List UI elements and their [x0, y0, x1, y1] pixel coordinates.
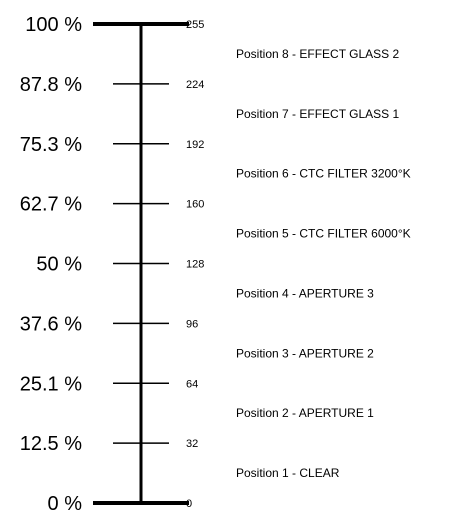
percent-label: 87.8 %	[20, 74, 82, 96]
tick-group: 0 % 0 12.5 % 32 25.1 % 64 37.6 % 96 50 % 128 62.7 …	[20, 14, 205, 514]
position-label: Position 5 - CTC FILTER 6000°K	[236, 227, 411, 241]
percent-label: 0 %	[48, 493, 83, 514]
percent-label: 25.1 %	[20, 373, 82, 395]
position-label: Position 7 - EFFECT GLASS 1	[236, 107, 399, 121]
percent-label: 75.3 %	[20, 134, 82, 156]
percent-label: 100 %	[25, 14, 82, 36]
position-label: Position 3 - APERTURE 2	[236, 346, 374, 360]
dmx-value-label: 96	[186, 318, 198, 330]
percent-label: 50 %	[36, 254, 82, 276]
percent-label: 12.5 %	[20, 433, 82, 455]
position-label: Position 2 - APERTURE 1	[236, 406, 374, 420]
position-label: Position 4 - APERTURE 3	[236, 286, 374, 300]
position-label: Position 6 - CTC FILTER 3200°K	[236, 167, 411, 181]
position-label: Position 8 - EFFECT GLASS 2	[236, 47, 399, 61]
dmx-value-label: 0	[186, 498, 192, 510]
dmx-value-label: 32	[186, 438, 198, 450]
percent-label: 37.6 %	[20, 313, 82, 335]
dmx-value-label: 192	[186, 139, 204, 151]
position-labels: Position 1 - CLEAR Position 2 - APERTURE …	[236, 47, 411, 480]
dmx-value-label: 64	[186, 378, 198, 390]
dmx-value-label: 224	[186, 79, 204, 91]
percent-label: 62.7 %	[20, 194, 82, 216]
dmx-value-label: 160	[186, 199, 204, 211]
dmx-value-label: 128	[186, 259, 204, 271]
dmx-value-label: 255	[186, 19, 204, 31]
position-label: Position 1 - CLEAR	[236, 466, 340, 480]
